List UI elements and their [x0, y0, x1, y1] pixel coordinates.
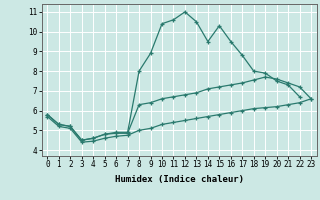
X-axis label: Humidex (Indice chaleur): Humidex (Indice chaleur) — [115, 175, 244, 184]
